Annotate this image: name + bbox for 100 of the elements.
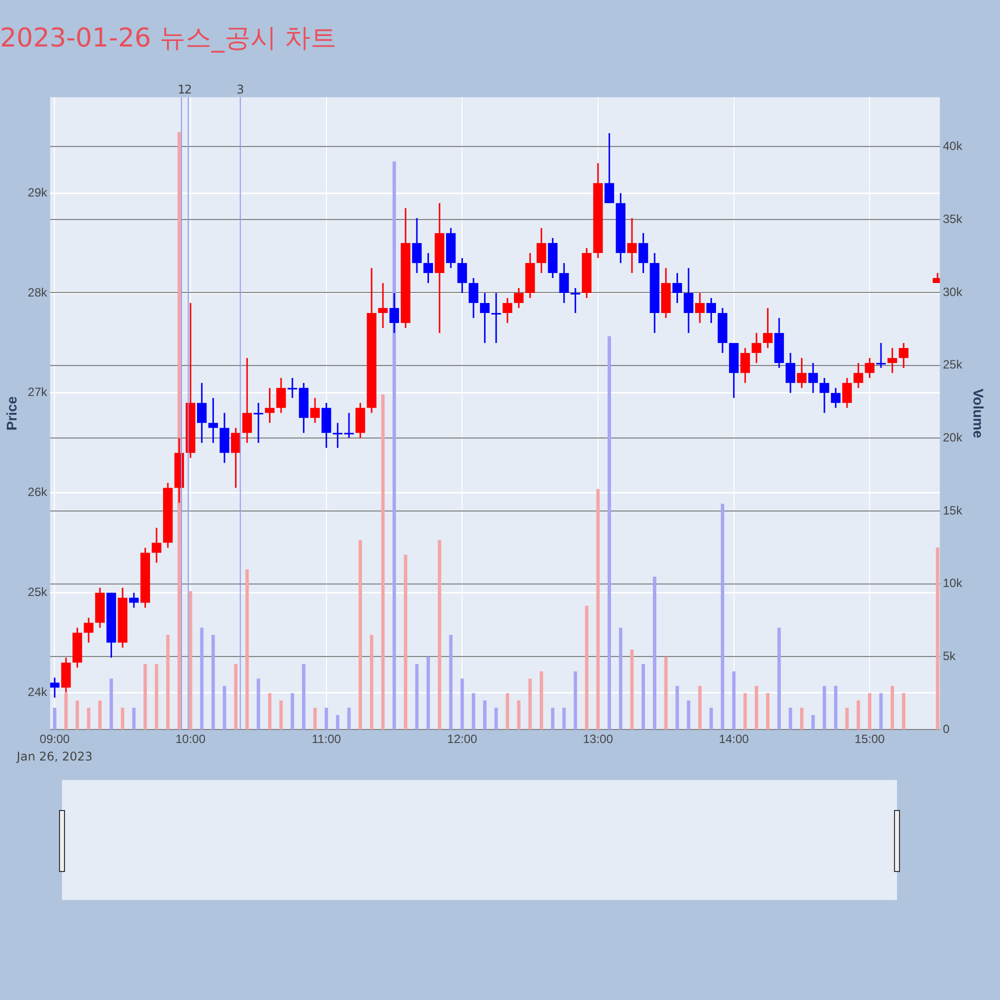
bar bbox=[166, 634, 170, 730]
bar bbox=[686, 700, 690, 730]
candlestick bbox=[808, 362, 818, 394]
bar bbox=[234, 664, 238, 730]
y-tick-label: 27k bbox=[28, 385, 48, 400]
text: Jan 26, 2023 bbox=[16, 750, 93, 764]
bar bbox=[86, 708, 90, 730]
ref-line-label: 1 bbox=[178, 82, 186, 96]
bar bbox=[664, 656, 668, 730]
bar bbox=[200, 628, 204, 730]
y-tick-label: 25k bbox=[28, 585, 48, 600]
bar bbox=[868, 693, 872, 730]
bar bbox=[211, 634, 215, 730]
y-tick-label: 26k bbox=[28, 485, 48, 500]
y2-tick-label: 20k bbox=[942, 430, 964, 444]
y2-tick-label: 35k bbox=[942, 212, 964, 226]
candlestick bbox=[898, 342, 908, 369]
x-tick-label: 09:00 bbox=[40, 732, 70, 746]
bar bbox=[732, 671, 736, 730]
y-tick-label: 28k bbox=[28, 285, 48, 300]
y-tick-label: 24k bbox=[28, 684, 48, 699]
bar bbox=[800, 708, 804, 730]
candlestick bbox=[604, 132, 614, 204]
bar bbox=[936, 547, 940, 730]
candlestick bbox=[230, 427, 241, 489]
bar bbox=[766, 693, 770, 730]
y2-tick-label: 10k bbox=[942, 576, 964, 590]
bar bbox=[618, 628, 622, 730]
bar bbox=[324, 708, 328, 730]
bar bbox=[540, 671, 544, 730]
ref-line-label: 2 bbox=[184, 82, 192, 96]
candlestick bbox=[50, 676, 60, 698]
bar bbox=[811, 715, 815, 730]
bar bbox=[710, 708, 713, 730]
candlestick bbox=[254, 402, 264, 444]
x-tick-label: 13:00 bbox=[582, 732, 614, 746]
chart-title: 2023-01-26 뉴스_공시 차트 bbox=[0, 23, 337, 54]
candlestick bbox=[740, 347, 750, 384]
bar bbox=[120, 708, 124, 730]
candlestick bbox=[276, 377, 286, 414]
bar bbox=[76, 700, 80, 730]
bar bbox=[256, 678, 260, 730]
y2-tick-label: 0 bbox=[942, 722, 950, 736]
candlestick bbox=[684, 267, 694, 334]
bar bbox=[676, 686, 679, 730]
y2-axis-title: Volume bbox=[970, 388, 987, 438]
y2-tick-label: 15k bbox=[942, 503, 964, 518]
bar bbox=[370, 634, 374, 730]
bar bbox=[777, 628, 781, 730]
candlestick bbox=[468, 277, 478, 319]
candlestick bbox=[264, 387, 275, 424]
candlestick bbox=[491, 292, 501, 344]
bar bbox=[652, 576, 656, 730]
bar bbox=[902, 693, 906, 730]
candlestick bbox=[820, 377, 830, 414]
bar bbox=[584, 606, 588, 730]
candlestick bbox=[514, 287, 524, 309]
candlestick bbox=[864, 357, 874, 379]
candlestick bbox=[559, 262, 569, 304]
y2-tick-label: 40k bbox=[942, 139, 964, 154]
bar bbox=[381, 394, 385, 730]
bar bbox=[302, 664, 306, 730]
candlestick bbox=[796, 357, 807, 389]
candlestick bbox=[502, 297, 512, 324]
bar bbox=[245, 569, 249, 730]
x-tick-label: 15:00 bbox=[854, 732, 886, 746]
x-tick-label: 12:00 bbox=[447, 732, 478, 746]
candlestick bbox=[842, 377, 852, 409]
bar bbox=[642, 664, 645, 730]
candlestick bbox=[84, 616, 94, 644]
candlestick bbox=[638, 232, 648, 274]
y2-tick-label: 25k bbox=[942, 358, 964, 372]
candlestick bbox=[129, 592, 139, 608]
bar bbox=[834, 686, 838, 730]
x-tick-label: 14:00 bbox=[718, 732, 750, 746]
bar bbox=[890, 686, 894, 730]
bar bbox=[132, 708, 136, 730]
bar bbox=[551, 708, 554, 730]
x-tick-label: 11:00 bbox=[312, 732, 342, 746]
y2-tick-label: 5k bbox=[942, 649, 957, 664]
bar bbox=[608, 336, 612, 730]
candlestick bbox=[695, 292, 705, 324]
bar bbox=[528, 678, 532, 730]
ref-line-label: 3 bbox=[236, 82, 244, 96]
candlestick bbox=[888, 347, 898, 374]
y2-tick-label: 30k bbox=[942, 284, 964, 299]
candlestick bbox=[378, 282, 388, 329]
bar bbox=[788, 708, 792, 730]
candlestick bbox=[570, 287, 580, 314]
candlestick bbox=[672, 272, 682, 304]
bar bbox=[460, 678, 464, 730]
candlestick bbox=[536, 227, 546, 274]
bar bbox=[483, 700, 487, 730]
candlestick bbox=[830, 387, 841, 409]
bar bbox=[743, 693, 747, 730]
candlestick bbox=[457, 257, 467, 294]
candlestick bbox=[854, 362, 864, 389]
bar bbox=[449, 634, 453, 730]
candlestick bbox=[876, 342, 886, 369]
bar bbox=[494, 708, 498, 730]
